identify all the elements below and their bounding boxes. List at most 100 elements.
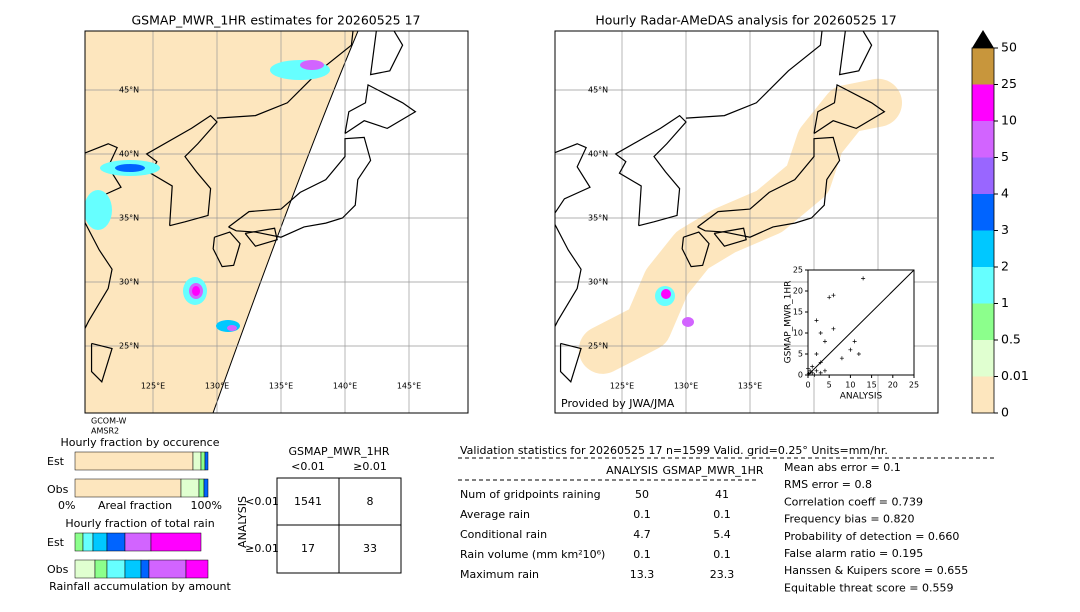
cell: 33 [363,542,377,555]
lon-label: 125°E [610,382,634,391]
point [861,276,866,281]
scatter-ytick: 5 [798,350,803,359]
point [848,347,853,352]
cont-row-axis: ANALYSIS [236,496,249,548]
total-title: Hourly fraction of total rain [65,517,214,530]
point [818,370,823,375]
point [814,318,819,323]
val-col: ANALYSIS [606,464,658,477]
satellite: GCOM-W [91,417,127,426]
val-label: Maximum rain [460,568,539,581]
lon-label: 130°E [205,382,229,391]
coastline [713,227,747,247]
axis-mid: Areal fraction [98,499,172,512]
coastline [369,31,404,76]
diagonal [807,269,915,376]
colorbar-segment [972,121,994,158]
colorbar-label: 5 [1001,149,1009,164]
row-label: Est [47,536,65,549]
val-label: Conditional rain [460,528,547,541]
colorbar: 0 0.01 0.5 1 2 3 4 5 10 25 50 [971,30,1029,420]
colorbar-label: 0 [1001,405,1009,420]
colorbar-label: 1 [1001,295,1009,310]
val-label: Average rain [460,508,530,521]
scatter-ytick: 25 [793,266,803,275]
credit: Provided by JWA/JMA [561,397,675,410]
coastline [212,231,241,268]
point [814,352,819,356]
point [839,356,844,361]
point [852,339,857,344]
coastline [813,83,886,135]
right-title: Hourly Radar-AMeDAS analysis for 2026052… [595,13,896,28]
coastline [614,114,687,227]
colorbar-segment [972,230,994,267]
val-cell: 13.3 [630,568,655,581]
colorbar-label: 0.5 [1001,332,1021,347]
point [818,360,823,365]
scatter-xtick: 25 [909,381,919,390]
score: Equitable threat score = 0.559 [784,581,953,594]
fraction-title: Hourly fraction by occurence [61,436,220,449]
scatter-xtick: 5 [827,381,832,390]
scatter-xlabel: ANALYSIS [840,392,883,402]
left-title: GSMAP_MWR_1HR estimates for 20260525 17 [132,13,421,28]
lat-label: 35°N [119,214,139,223]
score: Correlation coeff = 0.739 [784,495,923,508]
point [822,339,827,344]
score: Hanssen & Kuipers score = 0.655 [784,564,968,577]
point [814,368,819,373]
colorbar-label: 10 [1001,113,1017,128]
score: Mean abs error = 0.1 [784,461,901,474]
occurrence-bars [74,451,209,498]
cont-col: <0.01 [291,460,325,473]
colorbar-label: 2 [1001,259,1009,274]
coastline [85,143,122,330]
total-bars [74,532,209,579]
colorbar-segment [972,194,994,231]
val-col: GSMAP_MWR_1HR [662,464,763,477]
point [856,352,861,356]
val-cell: 5.4 [713,528,731,541]
lat-label: 35°N [588,214,608,223]
colorbar-segment [972,376,994,413]
coastline [244,227,278,247]
axis-left: 0% [58,499,75,512]
val-cell: 4.7 [633,528,651,541]
scatter-ytick: 15 [793,308,803,317]
cell: 17 [301,542,315,555]
row-label: Est [47,455,65,468]
coastline [555,143,591,328]
val-cell: 41 [715,488,729,501]
left-frame [84,30,469,414]
lon-label: 125°E [141,382,165,391]
val-label: Num of gridpoints raining [460,488,601,501]
point [831,293,836,298]
colorbar-segment [972,157,994,194]
right-frame [554,30,939,414]
lat-label: 40°N [588,150,608,159]
point [822,368,827,373]
lat-label: 45°N [588,86,608,95]
coastline [838,31,873,76]
cell: 8 [367,495,374,508]
lat-label: 30°N [119,278,139,287]
val-cell: 0.1 [633,548,651,561]
coastline [681,231,710,268]
coastline [685,31,823,119]
right-map [555,31,938,413]
score: Probability of detection = 0.660 [784,530,959,543]
point [806,366,810,371]
scatter-ylabel: GSMAP_MWR_1HR [784,281,794,364]
colorbar-segment [972,267,994,304]
colorbar-segment [972,303,994,340]
scatter-xtick: 15 [867,381,877,390]
point [806,371,811,376]
point [827,295,832,300]
lat-label: 25°N [588,342,608,351]
colorbar-label: 25 [1001,76,1017,91]
val-cell: 0.1 [633,508,651,521]
lon-label: 145°E [397,382,421,391]
footer: Rainfall accumulation by amount [49,580,231,593]
